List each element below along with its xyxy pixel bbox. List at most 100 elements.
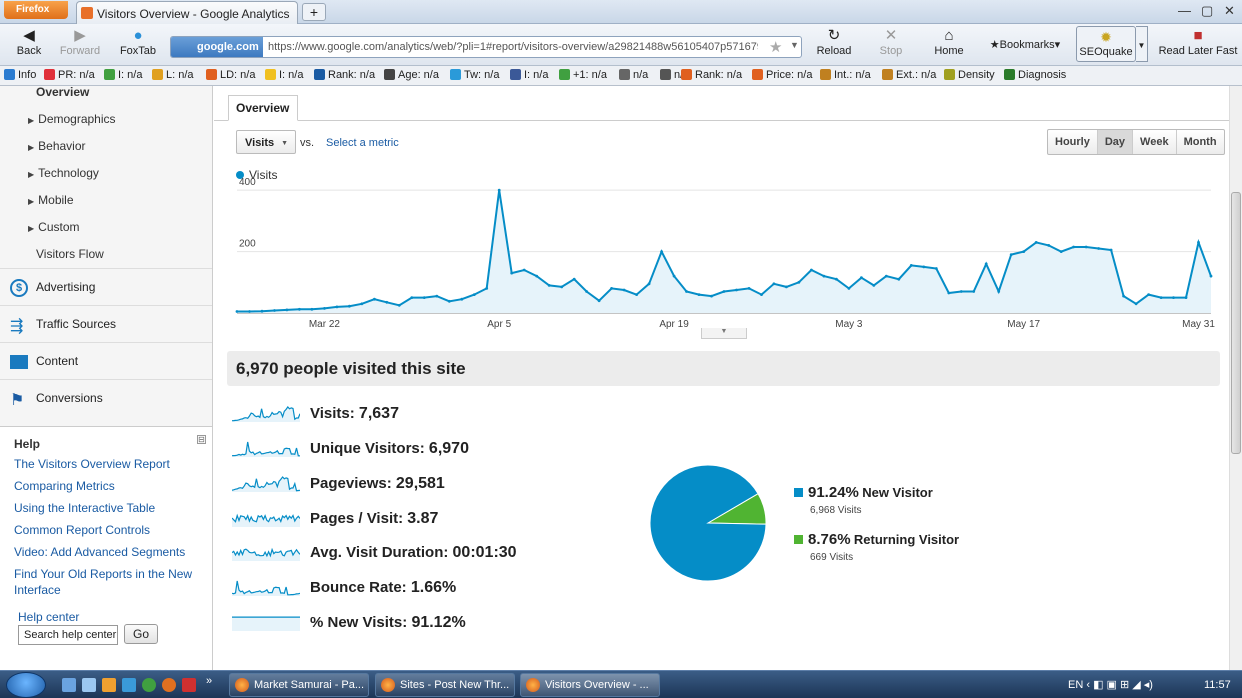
tab-overview[interactable]: Overview [228, 95, 298, 121]
visits-point[interactable] [847, 287, 851, 290]
visits-point[interactable] [722, 290, 726, 293]
visits-point[interactable] [622, 288, 626, 292]
visits-point[interactable] [647, 282, 651, 286]
scrollbar-thumb[interactable] [1231, 192, 1241, 454]
visits-point[interactable] [635, 293, 638, 296]
url-text[interactable]: https://www.google.com/analytics/web/?pl… [268, 41, 758, 53]
visits-point[interactable] [1159, 296, 1163, 299]
select-metric-link[interactable]: Select a metric [326, 137, 399, 149]
visits-point[interactable] [447, 299, 451, 303]
forward-button[interactable]: ▶ Forward [59, 27, 101, 58]
visits-point[interactable] [984, 262, 988, 266]
visits-point[interactable] [972, 290, 976, 293]
sidebar-section-content[interactable]: Content [0, 342, 212, 379]
seo-item-18[interactable]: Diagnosis [1004, 69, 1066, 81]
tab-visitors-overview[interactable]: Visitors Overview - Google Analytics [76, 1, 298, 24]
seo-item-10[interactable]: +1: n/a [559, 69, 607, 81]
visits-point[interactable] [1197, 241, 1200, 244]
visits-point[interactable] [385, 300, 389, 304]
visits-point[interactable] [710, 294, 713, 298]
visits-point[interactable] [785, 285, 788, 289]
visits-point[interactable] [860, 276, 863, 280]
help-link-1[interactable]: Comparing Metrics [14, 479, 115, 493]
visitor-type-pie[interactable] [648, 463, 768, 583]
taskbar-task-0[interactable]: Market Samurai - Pa... [229, 673, 369, 697]
scrollbar[interactable] [1229, 86, 1242, 670]
start-button[interactable] [6, 672, 46, 698]
help-link-3[interactable]: Common Report Controls [14, 523, 151, 537]
visits-point[interactable] [310, 307, 314, 311]
seo-item-13[interactable]: Rank: n/a [681, 69, 742, 81]
visits-point[interactable] [323, 307, 326, 310]
sidebar-item-demographics[interactable]: ▶ Demographics [28, 112, 116, 126]
visits-chart[interactable]: 200 400 Mar 22 Apr 5 Apr 19 May 3 May 17 May 31 [214, 176, 1229, 331]
visits-point[interactable] [685, 290, 688, 293]
visits-point[interactable] [397, 303, 401, 307]
minimize-button[interactable]: — [1178, 3, 1191, 18]
visits-point[interactable] [422, 296, 426, 299]
help-center-link[interactable]: Help center [18, 610, 80, 624]
visits-point[interactable] [410, 296, 414, 299]
visits-point[interactable] [772, 282, 776, 286]
visits-point[interactable] [922, 265, 926, 269]
pie-legend-item-0[interactable]: 91.24% New Visitor 6,968 Visits [794, 484, 933, 516]
close-button[interactable]: ✕ [1224, 3, 1235, 18]
visits-point[interactable] [822, 274, 826, 278]
seo-item-15[interactable]: Int.: n/a [820, 69, 871, 81]
visits-point[interactable] [348, 304, 351, 308]
visits-point[interactable] [797, 280, 801, 284]
visits-point[interactable] [760, 293, 763, 296]
seo-item-6[interactable]: Rank: n/a [314, 69, 375, 81]
visits-point[interactable] [460, 297, 464, 301]
pie-legend-item-1[interactable]: 8.76% Returning Visitor 669 Visits [794, 531, 959, 563]
sidebar-section-traffic-sources[interactable]: ⇶ Traffic Sources [0, 305, 212, 342]
visits-point[interactable] [1122, 294, 1125, 298]
firefox-quicklaunch-icon[interactable] [162, 678, 176, 692]
read-later-button[interactable]: ■ Read Later Fast [1158, 27, 1238, 58]
seo-item-3[interactable]: L: n/a [152, 69, 194, 81]
help-link-4[interactable]: Video: Add Advanced Segments [14, 545, 186, 559]
seoquake-dropdown[interactable]: ▼ [1136, 26, 1148, 62]
visits-point[interactable] [360, 302, 364, 306]
media-player-icon[interactable] [102, 678, 116, 692]
visits-point[interactable] [298, 307, 301, 311]
taskbar-task-1[interactable]: Sites - Post New Thr... [375, 673, 515, 697]
app2-icon[interactable] [182, 678, 196, 692]
visits-point[interactable] [585, 290, 588, 293]
granularity-hourly-button[interactable]: Hourly [1055, 136, 1090, 148]
visits-point[interactable] [497, 188, 501, 192]
visits-point[interactable] [273, 309, 276, 312]
visits-point[interactable] [335, 305, 339, 309]
visits-point[interactable] [1072, 245, 1075, 249]
visits-point[interactable] [572, 277, 576, 281]
metric-select[interactable]: Visits ▼ [236, 130, 296, 154]
sidebar-visitors-flow[interactable]: Visitors Flow [36, 247, 104, 261]
visits-point[interactable] [597, 299, 601, 303]
pie-slice-new-visitor[interactable] [649, 464, 767, 582]
granularity-day-button[interactable]: Day [1096, 130, 1133, 154]
visits-point[interactable] [959, 290, 963, 293]
visits-point[interactable] [435, 294, 439, 298]
granularity-week-button[interactable]: Week [1132, 130, 1176, 154]
visits-point[interactable] [235, 310, 239, 313]
sidebar-item-behavior[interactable]: ▶ Behavior [28, 139, 86, 153]
tray-icons[interactable]: ‹ ◧ ▣ ⊞ ◢ ◂) [1086, 679, 1153, 691]
visits-point[interactable] [373, 297, 376, 301]
bookmark-star-icon[interactable]: ★ [769, 39, 783, 56]
help-link-2[interactable]: Using the Interactive Table [14, 501, 156, 515]
reload-button[interactable]: ↻ Reload [814, 28, 854, 58]
explorer-icon[interactable] [82, 678, 96, 692]
clock[interactable]: 11:57 [1204, 679, 1231, 691]
visits-point[interactable] [835, 277, 838, 281]
visits-point[interactable] [660, 250, 663, 253]
help-link-5[interactable]: Find Your Old Reports in the New Interfa… [14, 567, 193, 597]
app-icon[interactable] [142, 678, 156, 692]
sidebar-section-conversions[interactable]: ⚑ Conversions [0, 379, 212, 416]
site-identity-badge[interactable]: google.com [171, 37, 263, 57]
visits-point[interactable] [1084, 245, 1088, 249]
visits-point[interactable] [1147, 293, 1150, 296]
visits-point[interactable] [1059, 250, 1063, 253]
go-button[interactable]: Go [124, 624, 158, 644]
visits-point[interactable] [884, 274, 888, 278]
visits-point[interactable] [997, 290, 1001, 293]
